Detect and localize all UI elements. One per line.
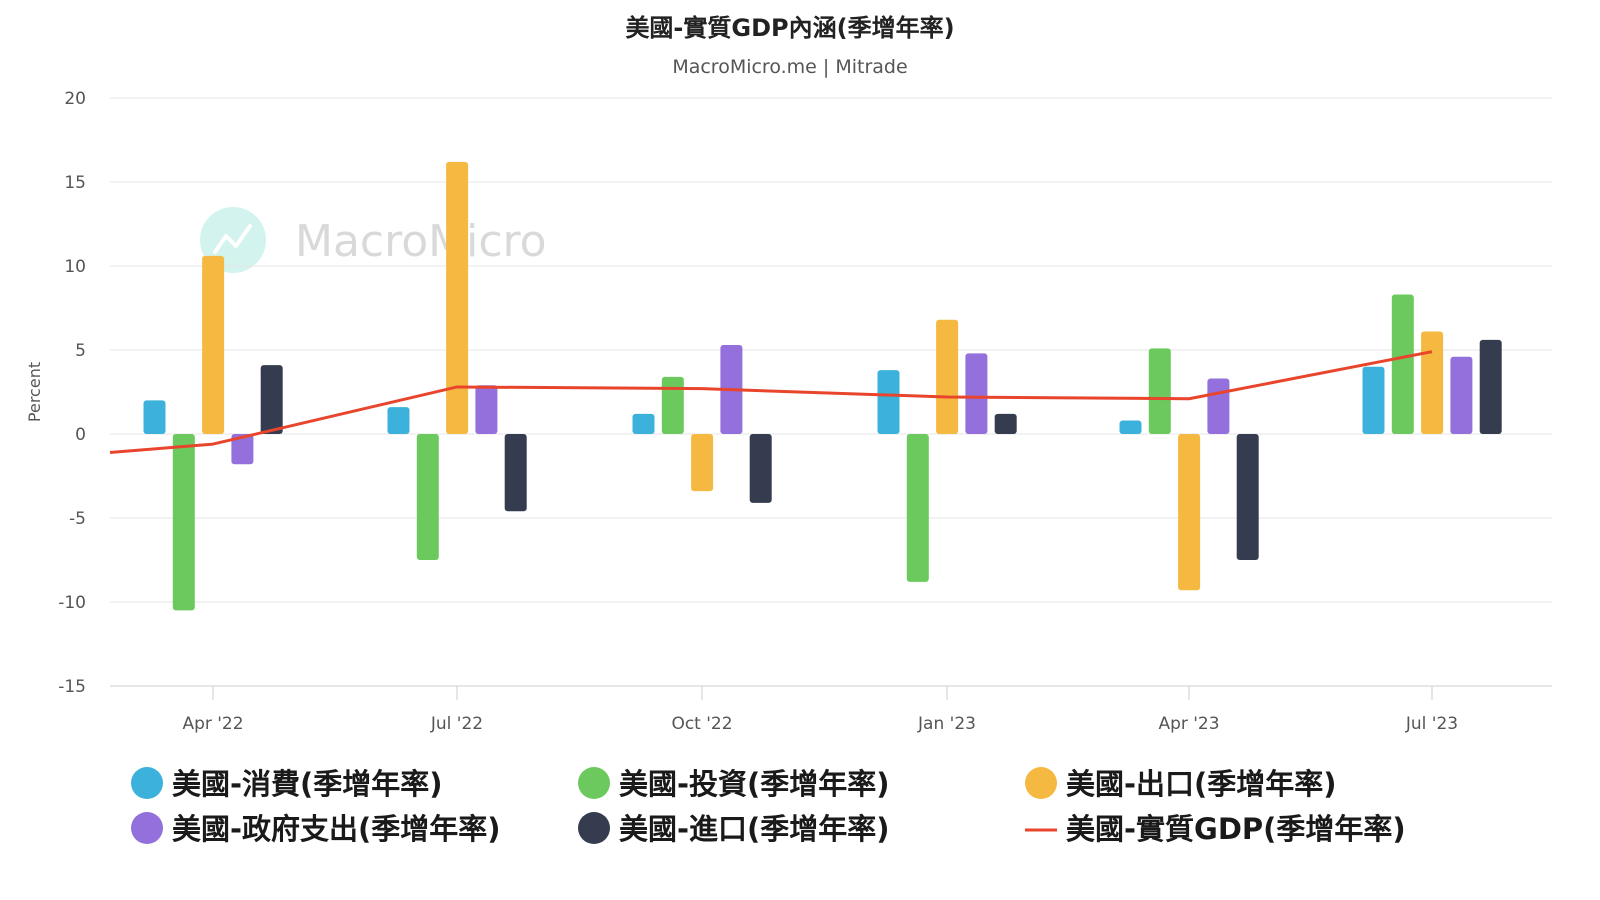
bar[interactable] <box>1148 348 1171 434</box>
legend-label: 美國-實質GDP(季增年率) <box>1066 812 1406 846</box>
bar[interactable] <box>1207 378 1230 434</box>
watermark-chart-icon <box>213 224 252 254</box>
bar-series-4 <box>231 344 1473 465</box>
x-tick-label: Oct '22 <box>671 714 732 734</box>
bar-series-1 <box>143 366 1385 434</box>
y-tick-label: 20 <box>64 89 86 109</box>
x-tick-label: Jul '22 <box>430 714 483 734</box>
legend-item[interactable]: 美國-政府支出(季增年率) <box>131 812 501 846</box>
bar[interactable] <box>231 434 254 465</box>
bar[interactable] <box>416 434 439 560</box>
legend-label: 美國-消費(季增年率) <box>172 767 443 801</box>
y-axis-ticks: 20 15 10 5 0 -5 -10 -15 <box>58 89 86 697</box>
y-tick-label: 10 <box>64 257 86 277</box>
bar-series-5 <box>260 339 1502 560</box>
bar[interactable] <box>965 353 988 434</box>
bar[interactable] <box>691 434 714 492</box>
chart-subtitle: MacroMicro.me | Mitrade <box>672 56 907 78</box>
x-tick-label: Jul '23 <box>1405 714 1458 734</box>
x-tick-label: Apr '22 <box>182 714 243 734</box>
bar-series-3 <box>202 161 1444 591</box>
y-axis-label: Percent <box>25 362 44 422</box>
bar[interactable] <box>1362 366 1385 434</box>
bar[interactable] <box>1391 294 1414 434</box>
y-tick-label: -5 <box>69 509 86 529</box>
bar[interactable] <box>877 370 900 434</box>
legend-dot-icon <box>578 767 610 799</box>
bar[interactable] <box>387 407 410 434</box>
gdp-line[interactable] <box>109 350 1433 454</box>
bar[interactable] <box>202 255 225 434</box>
x-tick-label: Apr '23 <box>1158 714 1219 734</box>
bar[interactable] <box>1421 331 1444 434</box>
x-tick-label: Jan '23 <box>917 714 976 734</box>
x-axis: Apr '22 Jul '22 Oct '22 Jan '23 Apr '23 Jul '… <box>182 686 1458 734</box>
bar-series-group <box>143 161 1502 611</box>
legend-label: 美國-進口(季增年率) <box>619 812 890 846</box>
gridlines <box>110 97 1552 687</box>
y-tick-label: -15 <box>58 677 86 697</box>
bar[interactable] <box>1450 356 1473 434</box>
bar[interactable] <box>446 161 469 434</box>
y-tick-label: 0 <box>75 425 86 445</box>
legend-item[interactable]: 美國-消費(季增年率) <box>131 767 443 801</box>
legend-item[interactable]: 美國-投資(季增年率) <box>578 767 890 801</box>
chart-title: 美國-實質GDP內涵(季增年率) <box>625 14 954 42</box>
bar[interactable] <box>632 413 655 434</box>
legend-item[interactable]: 美國-進口(季增年率) <box>578 812 890 846</box>
bar[interactable] <box>1236 434 1259 560</box>
y-tick-label: -10 <box>58 593 86 613</box>
bar[interactable] <box>504 434 527 512</box>
line-series-group <box>109 350 1433 454</box>
bar[interactable] <box>994 413 1017 434</box>
legend-label: 美國-投資(季增年率) <box>619 767 890 801</box>
legend: 美國-消費(季增年率) 美國-投資(季增年率) 美國-出口(季增年率) 美國-政府支出… <box>131 767 1406 846</box>
legend-item[interactable]: 美國-實質GDP(季增年率) <box>1025 812 1406 846</box>
bar[interactable] <box>1479 339 1502 434</box>
legend-label: 美國-出口(季增年率) <box>1066 767 1337 801</box>
bar[interactable] <box>906 434 929 582</box>
bar[interactable] <box>749 434 772 503</box>
legend-label: 美國-政府支出(季增年率) <box>172 812 501 846</box>
bar[interactable] <box>172 434 195 611</box>
bar[interactable] <box>143 400 166 434</box>
legend-item[interactable]: 美國-出口(季增年率) <box>1025 767 1337 801</box>
bar[interactable] <box>1119 420 1142 434</box>
legend-dot-icon <box>1025 767 1057 799</box>
bar-series-2 <box>172 294 1414 611</box>
legend-dot-icon <box>578 812 610 844</box>
bar[interactable] <box>661 376 684 434</box>
bar[interactable] <box>1178 434 1201 591</box>
y-tick-label: 15 <box>64 173 86 193</box>
watermark-text: MacroMicro <box>295 216 547 267</box>
bar[interactable] <box>936 319 959 434</box>
bar[interactable] <box>475 385 498 434</box>
y-tick-label: 5 <box>75 341 86 361</box>
watermark: MacroMicro <box>200 207 547 273</box>
legend-dot-icon <box>131 767 163 799</box>
bar[interactable] <box>260 365 283 434</box>
legend-dot-icon <box>131 812 163 844</box>
